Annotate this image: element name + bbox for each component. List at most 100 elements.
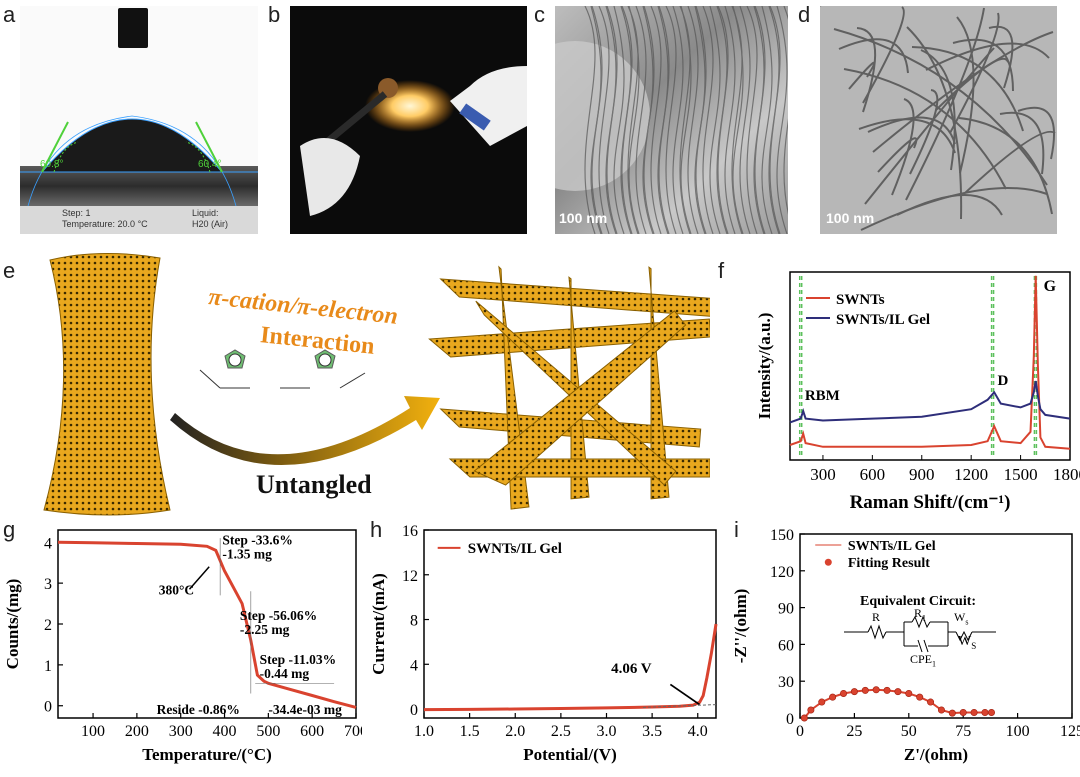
contact-angle-right: 60.4° bbox=[198, 159, 222, 170]
y-tick-label: 1 bbox=[44, 658, 52, 675]
y-tick-label: 60 bbox=[778, 637, 794, 654]
x-axis-label: Potential/(V) bbox=[523, 745, 616, 764]
circuit-cpe: CPE1 bbox=[910, 652, 937, 669]
y-tick-label: 90 bbox=[778, 601, 794, 618]
series-line-1 bbox=[789, 380, 1071, 424]
annotation: Step -56.06% bbox=[240, 608, 317, 623]
annotation: -1.35 mg bbox=[222, 547, 272, 562]
legend-label: SWNTs/IL Gel bbox=[848, 539, 936, 554]
data-point bbox=[872, 686, 880, 694]
annotation: -2.25 mg bbox=[240, 622, 290, 637]
contact-angle-left: 60.8° bbox=[40, 159, 64, 170]
data-point bbox=[840, 689, 848, 697]
x-tick-label: 3.5 bbox=[642, 723, 662, 740]
y-tick-label: 150 bbox=[770, 527, 794, 544]
y-axis-label: Current/(mA) bbox=[369, 573, 388, 675]
data-point bbox=[818, 698, 826, 706]
x-tick-label: 900 bbox=[909, 465, 935, 484]
annotation: Step -33.6% bbox=[222, 532, 293, 547]
y-axis-label: -Z''/(ohm) bbox=[731, 589, 750, 664]
data-point bbox=[800, 714, 808, 722]
scale-bar-label-d: 100 nm bbox=[826, 210, 875, 226]
y-axis-label: Intensity/(a.u.) bbox=[755, 313, 774, 420]
y-tick-label: 12 bbox=[402, 568, 418, 585]
y-tick-label: 4 bbox=[410, 657, 418, 674]
panel-label-c: c bbox=[534, 2, 545, 27]
circuit-r: R bbox=[872, 610, 881, 624]
plot-frame bbox=[799, 533, 1073, 719]
plot-frame bbox=[423, 529, 717, 719]
x-tick-label: 200 bbox=[125, 723, 149, 740]
x-tick-label: 1200 bbox=[954, 465, 988, 484]
x-tick-label: 2.0 bbox=[505, 723, 525, 740]
x-tick-label: 300 bbox=[810, 465, 836, 484]
x-tick-label: 25 bbox=[846, 723, 862, 740]
data-point bbox=[948, 709, 956, 717]
annotation: 380°C bbox=[159, 583, 194, 598]
x-tick-label: 400 bbox=[213, 723, 237, 740]
x-tick-label: 500 bbox=[256, 723, 280, 740]
plot-frame bbox=[57, 529, 357, 719]
x-tick-label: 75 bbox=[955, 723, 971, 740]
panel-label-h: h bbox=[370, 517, 383, 542]
annotation-arrow bbox=[188, 566, 210, 590]
circuit-ws: Ws bbox=[954, 610, 969, 627]
x-tick-label: 50 bbox=[901, 723, 917, 740]
circuit-ws2: WS bbox=[958, 634, 977, 651]
x-axis-label: Z'/(ohm) bbox=[904, 745, 968, 764]
legend-swatch bbox=[824, 558, 832, 566]
x-tick-label: 1.0 bbox=[414, 723, 434, 740]
y-tick-label: 0 bbox=[410, 702, 418, 719]
panel-label-i: i bbox=[734, 517, 739, 542]
step-info: Step: 1 Temperature: 20.0 °C bbox=[62, 208, 148, 229]
x-tick-label: 300 bbox=[169, 723, 193, 740]
legend-label: Fitting Result bbox=[848, 556, 930, 571]
equivalent-circuit: Equivalent Circuit: R R1 Ws CPE1 WS bbox=[842, 594, 1012, 668]
data-point bbox=[987, 708, 995, 716]
data-point bbox=[894, 688, 902, 696]
annotation-arrow bbox=[669, 683, 701, 706]
annotation: -34.4e-03 mg bbox=[268, 702, 342, 717]
data-point bbox=[970, 708, 978, 716]
y-tick-label: 30 bbox=[778, 674, 794, 691]
x-tick-label: 0 bbox=[796, 723, 804, 740]
series-line-0 bbox=[423, 623, 718, 712]
data-point bbox=[927, 698, 935, 706]
annotation: Reside -0.86% bbox=[157, 702, 240, 717]
untangled-label: Untangled bbox=[256, 470, 372, 499]
legend-label: SWNTs bbox=[836, 292, 885, 308]
x-tick-label: 1800 bbox=[1053, 465, 1080, 484]
data-point bbox=[883, 686, 891, 694]
contact-angle-image: 60.8° 60.4° Step: 1 Temperature: 20.0 °C… bbox=[20, 6, 258, 234]
lsv-chart: 1.0 1.5 2.0 2.5 3.0 3.5 4.0 0 4 8 12 16 Potential/(V… bbox=[369, 523, 718, 764]
legend-label: SWNTs/IL Gel bbox=[468, 541, 562, 557]
data-point bbox=[981, 708, 989, 716]
tga-chart: 100 200 300 400 500 600 700 0 1 2 3 4 Temperature/(°… bbox=[3, 529, 362, 764]
x-axis-label: Raman Shift/(cm⁻¹) bbox=[850, 492, 1011, 513]
data-point bbox=[850, 688, 858, 696]
y-tick-label: 8 bbox=[410, 613, 418, 630]
data-point bbox=[959, 708, 967, 716]
y-tick-label: 2 bbox=[44, 617, 52, 634]
panel-label-e: e bbox=[3, 258, 16, 283]
x-tick-label: 1.5 bbox=[460, 723, 480, 740]
nanotube-0 bbox=[439, 278, 722, 318]
panel-label-g: g bbox=[3, 517, 16, 542]
y-tick-label: 3 bbox=[44, 576, 52, 593]
x-tick-label: 100 bbox=[81, 723, 105, 740]
circuit-title: Equivalent Circuit: bbox=[860, 594, 977, 609]
x-tick-label: 125 bbox=[1060, 723, 1080, 740]
data-point bbox=[861, 686, 869, 694]
x-tick-label: 4.0 bbox=[688, 723, 708, 740]
raman-chart: 300 600 900 1200 1500 1800 Raman Shift/(cm⁻¹) I… bbox=[755, 271, 1080, 513]
y-tick-label: 120 bbox=[770, 564, 794, 581]
y-tick-label: 4 bbox=[44, 535, 52, 552]
x-tick-label: 600 bbox=[860, 465, 886, 484]
tem-image-c: 100 nm bbox=[555, 6, 788, 234]
untangling-schematic: π-cation/π-electron Interaction Untangle… bbox=[20, 248, 722, 520]
panel-label-b: b bbox=[268, 2, 281, 27]
nanotube-8 bbox=[473, 310, 687, 486]
y-tick-label: 16 bbox=[402, 523, 418, 540]
x-tick-label: 700 bbox=[344, 723, 362, 740]
legend-label: SWNTs/IL Gel bbox=[836, 312, 930, 328]
